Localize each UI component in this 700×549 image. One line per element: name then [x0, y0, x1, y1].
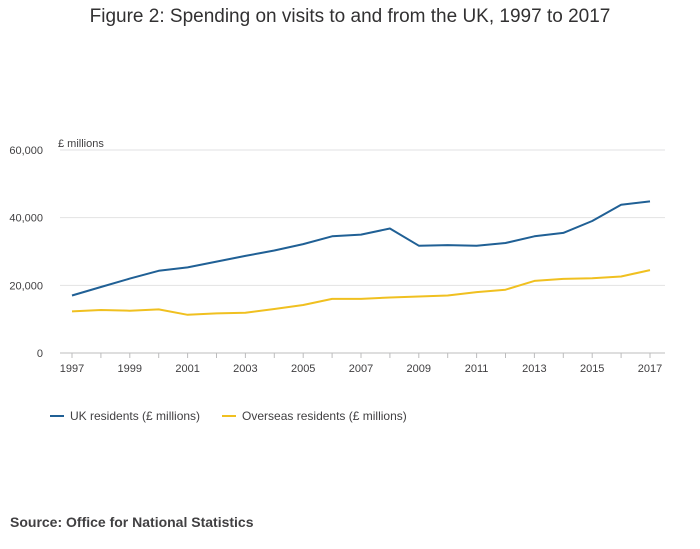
series-line-overseas-residents — [71, 269, 651, 316]
x-tick-label: 2005 — [291, 363, 315, 375]
y-tick-labels: 0 20,000 40,000 60,000 — [9, 145, 43, 360]
x-tick-label: 2007 — [349, 363, 373, 375]
legend-label-uk: UK residents (£ millions) — [70, 409, 201, 423]
x-tick-labels: 1997 1999 2001 2003 2005 2007 2009 2011 2013 2015… — [60, 353, 662, 375]
x-tick-label: 2003 — [233, 363, 257, 375]
legend-item-overseas-residents: Overseas residents (£ millions) — [222, 409, 407, 423]
x-tick-label: 2009 — [407, 363, 431, 375]
y-axis-label: £ millions — [58, 138, 104, 150]
legend-swatch-uk — [50, 415, 64, 417]
x-tick-label: 1997 — [60, 363, 84, 375]
chart-title: Figure 2: Spending on visits to and from… — [89, 6, 611, 27]
source-note: Source: Office for National Statistics — [10, 514, 254, 530]
x-tick-label: 2013 — [522, 363, 546, 375]
y-tick-label: 20,000 — [9, 280, 43, 292]
y-tick-label: 0 — [37, 348, 43, 360]
x-tick-label: 2011 — [465, 363, 489, 375]
x-tick-label: 2015 — [580, 363, 604, 375]
legend-label-overseas: Overseas residents (£ millions) — [242, 409, 407, 423]
series-lines — [71, 200, 651, 316]
series-line-uk-residents — [71, 200, 651, 297]
x-tick-label: 2001 — [175, 363, 199, 375]
y-tick-label: 40,000 — [9, 213, 43, 225]
grid-lines — [60, 149, 665, 354]
x-tick-label: 1999 — [118, 363, 142, 375]
legend-item-uk-residents: UK residents (£ millions) — [50, 409, 200, 423]
legend: UK residents (£ millions) Overseas resid… — [50, 409, 407, 423]
y-tick-label: 60,000 — [9, 145, 43, 157]
legend-swatch-overseas — [222, 415, 237, 417]
x-tick-label: 2017 — [638, 363, 662, 375]
